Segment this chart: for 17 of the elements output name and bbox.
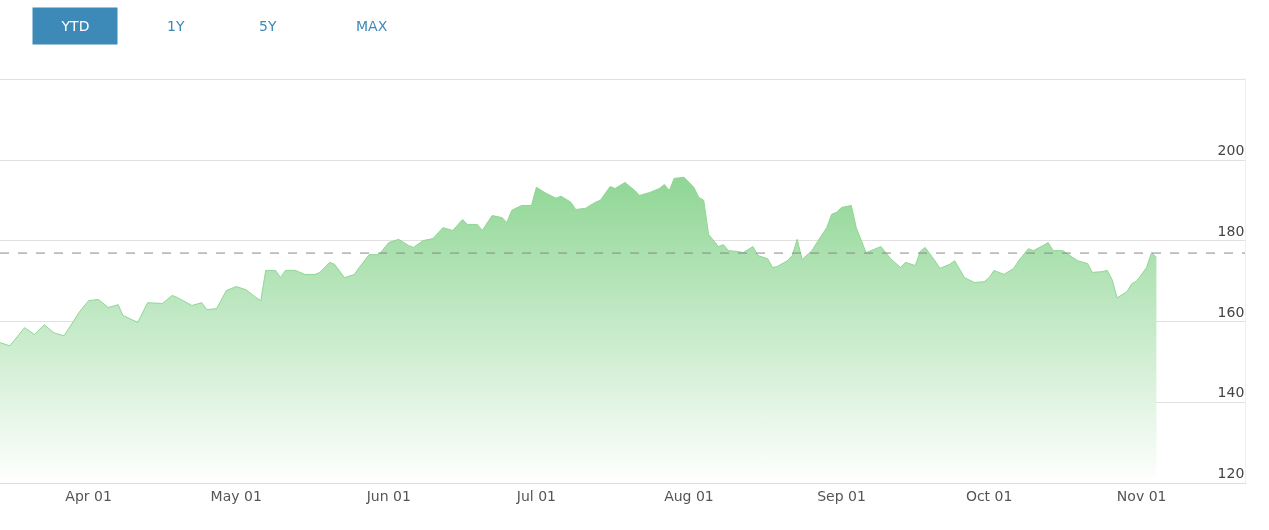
x-tick-label: May 01 (210, 487, 262, 504)
y-tick-label: 200 (1217, 142, 1245, 159)
x-tick-label: Oct 01 (965, 487, 1013, 504)
x-tick-label: Aug 01 (664, 487, 714, 504)
x-tick-label: Jul 01 (515, 487, 556, 504)
y-tick-label: 180 (1217, 223, 1245, 240)
x-tick-label: Jun 01 (365, 487, 411, 504)
text: MAX (356, 18, 388, 34)
y-tick-label: 120 (1217, 465, 1245, 482)
x-tick-label: Nov 01 (1116, 487, 1167, 504)
text: 1Y (167, 18, 185, 34)
x-tick-label: Apr 01 (65, 487, 112, 504)
text: YTD (60, 18, 90, 34)
y-tick-label: 160 (1217, 303, 1245, 320)
y-tick-label: 140 (1217, 384, 1245, 401)
x-tick-label: Sep 01 (817, 487, 866, 504)
text: 5Y (259, 18, 277, 34)
